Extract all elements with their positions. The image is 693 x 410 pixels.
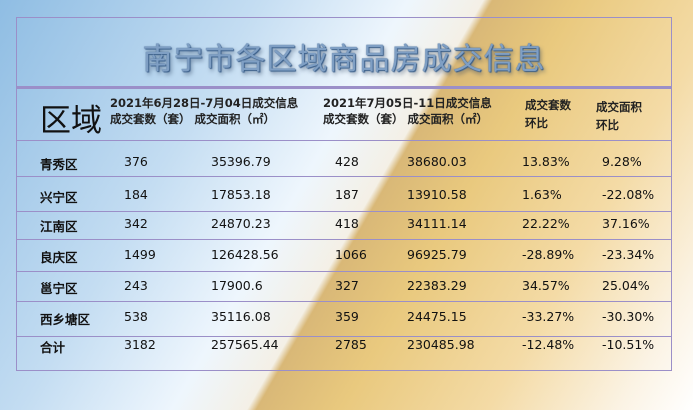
cell-area-p1: 17853.18	[211, 187, 271, 202]
cell-area-ratio: -23.34%	[602, 247, 655, 262]
cell-region: 江南区	[40, 219, 78, 234]
cell-region: 良庆区	[40, 250, 78, 265]
data-table	[16, 87, 672, 371]
cell-units-p2: 1066	[335, 247, 367, 262]
cell-units-ratio: -28.89%	[522, 247, 575, 262]
cell-area-p2: 13910.58	[407, 187, 467, 202]
cell-area-p2: 96925.79	[407, 247, 467, 262]
cell-units-p1: 243	[124, 278, 148, 293]
header-area-ratio-2: 环比	[596, 118, 619, 132]
cell-area-p2: 38680.03	[407, 154, 467, 169]
cell-area-ratio: 37.16%	[602, 216, 650, 231]
cell-region: 兴宁区	[40, 190, 78, 205]
header-divider	[16, 140, 672, 141]
cell-area-ratio: -10.51%	[602, 337, 655, 352]
cell-units-p1: 538	[124, 309, 148, 324]
title-box: 南宁市各区域商品房成交信息	[16, 17, 672, 87]
row-divider	[16, 336, 672, 337]
cell-units-ratio: 22.22%	[522, 216, 570, 231]
cell-area-p1: 126428.56	[211, 247, 279, 262]
cell-units-p2: 359	[335, 309, 359, 324]
row-divider	[16, 239, 672, 240]
cell-units-p1: 184	[124, 187, 148, 202]
cell-area-p2: 230485.98	[407, 337, 475, 352]
cell-region: 青秀区	[40, 157, 78, 172]
cell-area-ratio: -30.30%	[602, 309, 655, 324]
header-region: 区域	[40, 103, 102, 139]
header-units-ratio-1: 成交套数	[525, 98, 571, 112]
header-units-ratio-2: 环比	[525, 116, 548, 130]
cell-units-p1: 3182	[124, 337, 156, 352]
row-divider	[16, 301, 672, 302]
cell-units-p1: 1499	[124, 247, 156, 262]
cell-area-ratio: 9.28%	[602, 154, 642, 169]
cell-units-p1: 376	[124, 154, 148, 169]
cell-area-p2: 22383.29	[407, 278, 467, 293]
cell-area-p1: 17900.6	[211, 278, 263, 293]
cell-region: 邕宁区	[40, 281, 78, 296]
cell-units-p1: 342	[124, 216, 148, 231]
cell-units-p2: 428	[335, 154, 359, 169]
cell-units-ratio: 13.83%	[522, 154, 570, 169]
cell-units-ratio: -33.27%	[522, 309, 575, 324]
cell-units-ratio: 1.63%	[522, 187, 562, 202]
cell-area-ratio: -22.08%	[602, 187, 655, 202]
row-divider	[16, 271, 672, 272]
cell-units-p2: 327	[335, 278, 359, 293]
cell-area-p1: 35116.08	[211, 309, 271, 324]
header-period1: 2021年6月28日-7月04日成交信息	[110, 96, 299, 110]
cell-units-ratio: -12.48%	[522, 337, 575, 352]
cell-units-p2: 2785	[335, 337, 367, 352]
cell-area-p1: 257565.44	[211, 337, 279, 352]
cell-region: 西乡塘区	[40, 312, 91, 327]
cell-area-p2: 34111.14	[407, 216, 467, 231]
header-period2: 2021年7月05日-11日成交信息	[323, 96, 492, 110]
cell-area-p1: 24870.23	[211, 216, 271, 231]
row-divider	[16, 211, 672, 212]
header-area-ratio-1: 成交面积	[596, 100, 642, 114]
cell-region: 合计	[40, 340, 66, 355]
cell-area-p2: 24475.15	[407, 309, 467, 324]
header-period1-sub: 成交套数（套） 成交面积（㎡）	[110, 112, 276, 126]
cell-units-p2: 187	[335, 187, 359, 202]
cell-area-p1: 35396.79	[211, 154, 271, 169]
page-title: 南宁市各区域商品房成交信息	[142, 42, 546, 77]
cell-area-ratio: 25.04%	[602, 278, 650, 293]
row-divider	[16, 176, 672, 177]
cell-units-p2: 418	[335, 216, 359, 231]
header-period2-sub: 成交套数（套） 成交面积（㎡）	[323, 112, 489, 126]
cell-units-ratio: 34.57%	[522, 278, 570, 293]
